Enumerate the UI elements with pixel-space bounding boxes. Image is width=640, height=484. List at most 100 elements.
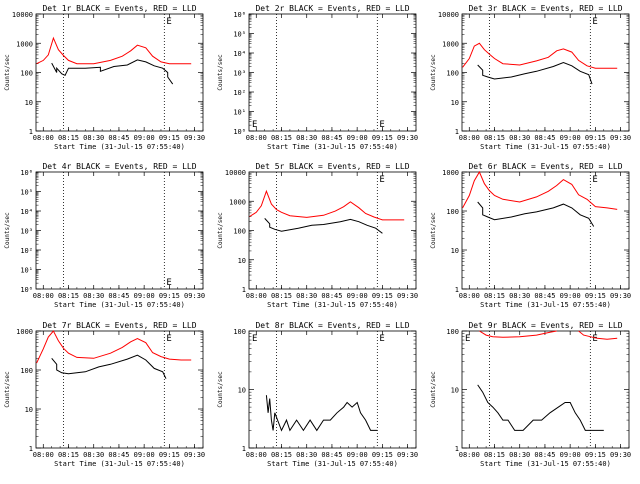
x-tick-label: 08:00 xyxy=(459,292,480,300)
x-tick-label: 08:45 xyxy=(321,134,342,142)
y-tick-label: 1 xyxy=(29,445,33,453)
y-tick-label: 10 xyxy=(238,257,246,265)
series-events-line xyxy=(265,395,378,432)
flag-marker: E xyxy=(379,175,384,185)
y-tick-label: 10 xyxy=(451,387,459,395)
flag-marker: E xyxy=(379,334,384,344)
flag-marker: E xyxy=(592,175,597,185)
x-tick-label: 09:00 xyxy=(560,451,581,459)
x-tick-label: 08:00 xyxy=(246,292,267,300)
x-tick-label: 09:30 xyxy=(184,451,205,459)
x-tick-label: 08:00 xyxy=(246,451,267,459)
x-tick-label: 08:15 xyxy=(484,451,505,459)
x-tick-label: 09:15 xyxy=(159,292,180,300)
plot-panel-1: Det 1r BLACK = Events, RED = LLD 1 10 100 10… xyxy=(4,4,205,151)
flag-marker: E xyxy=(379,120,384,130)
x-tick-label: 09:30 xyxy=(184,134,205,142)
series-lld-line xyxy=(249,189,405,221)
y-tick-label: 10 xyxy=(238,387,246,395)
flag-marker: E xyxy=(592,334,597,344)
series-lld-2-line xyxy=(578,330,618,340)
series-lld-line xyxy=(462,42,618,69)
y-tick-label: 10000 xyxy=(438,11,459,19)
x-axis-label: Start Time (31-Jul-15 07:55:40) xyxy=(480,301,611,309)
y-tick-label: 10 xyxy=(25,99,33,107)
plot-title: Det 1r BLACK = Events, RED = LLD xyxy=(42,4,196,13)
x-tick-label: 08:30 xyxy=(83,451,104,459)
x-tick-label: 08:45 xyxy=(321,292,342,300)
x-tick-label: 08:45 xyxy=(108,292,129,300)
x-tick-label: 08:30 xyxy=(296,134,317,142)
plot-title: Det 3r BLACK = Events, RED = LLD xyxy=(468,4,622,13)
flag-marker: E xyxy=(252,120,257,130)
plot-title: Det 5r BLACK = Events, RED = LLD xyxy=(255,162,409,171)
x-tick-label: 09:00 xyxy=(134,292,155,300)
x-tick-label: 09:00 xyxy=(347,134,368,142)
x-tick-label: 09:00 xyxy=(347,451,368,459)
plot-title: Det 8r BLACK = Events, RED = LLD xyxy=(255,321,409,330)
y-tick-label: 1 xyxy=(29,128,33,136)
x-tick-label: 08:30 xyxy=(509,451,530,459)
y-tick-label: 10 xyxy=(451,247,459,255)
y-tick-label: 10³ xyxy=(20,228,33,236)
y-axis-label: Counts/sec xyxy=(4,212,11,249)
y-tick-label: 10² xyxy=(233,89,246,97)
x-tick-label: 08:45 xyxy=(321,451,342,459)
flag-marker: E xyxy=(166,278,171,288)
x-tick-label: 08:00 xyxy=(33,134,54,142)
plot-frame xyxy=(248,330,417,449)
flag-marker: E xyxy=(465,334,470,344)
y-tick-label: 1 xyxy=(455,445,459,453)
x-axis-label: Start Time (31-Jul-15 07:55:40) xyxy=(54,301,185,309)
x-tick-label: 09:30 xyxy=(397,134,418,142)
x-tick-label: 08:00 xyxy=(459,134,480,142)
y-axis-label: Counts/sec xyxy=(4,54,11,91)
x-tick-label: 08:15 xyxy=(58,134,79,142)
x-tick-label: 09:15 xyxy=(159,134,180,142)
plot-panel-4: Det 4r BLACK = Events, RED = LLD 10⁰ 10¹ 10… xyxy=(4,162,205,309)
y-tick-label: 1000 xyxy=(442,169,459,177)
x-tick-label: 08:15 xyxy=(58,292,79,300)
y-tick-label: 100 xyxy=(20,367,33,375)
x-tick-label: 08:45 xyxy=(534,292,555,300)
x-tick-label: 08:15 xyxy=(484,292,505,300)
y-tick-label: 1 xyxy=(455,286,459,294)
x-tick-label: 08:30 xyxy=(509,134,530,142)
y-tick-label: 1000 xyxy=(16,328,33,336)
plot-panel-3: Det 3r BLACK = Events, RED = LLD 1 10 100 10… xyxy=(430,4,631,151)
flag-marker: E xyxy=(166,17,171,27)
y-tick-label: 10² xyxy=(20,247,33,255)
x-tick-label: 09:30 xyxy=(610,134,631,142)
flag-marker: E xyxy=(252,334,257,344)
x-tick-label: 09:00 xyxy=(560,134,581,142)
series-lld-line xyxy=(36,36,192,65)
x-tick-label: 09:00 xyxy=(560,292,581,300)
x-tick-label: 09:15 xyxy=(585,292,606,300)
y-axis-label: Counts/sec xyxy=(217,371,224,408)
x-tick-label: 08:45 xyxy=(534,451,555,459)
y-axis-label: Counts/sec xyxy=(217,54,224,91)
x-tick-label: 09:15 xyxy=(372,451,393,459)
y-tick-label: 100 xyxy=(233,328,246,336)
y-tick-label: 1000 xyxy=(229,198,246,206)
plot-frame xyxy=(248,171,417,290)
flag-marker: E xyxy=(166,334,171,344)
series-events-line xyxy=(477,61,593,85)
plot-panel-5: Det 5r BLACK = Events, RED = LLD 1 10 100 10… xyxy=(217,162,418,309)
series-events-line xyxy=(51,354,167,379)
plot-title: Det 2r BLACK = Events, RED = LLD xyxy=(255,4,409,13)
y-tick-label: 10⁶ xyxy=(233,11,246,19)
x-axis-label: Start Time (31-Jul-15 07:55:40) xyxy=(267,143,398,151)
x-tick-label: 08:15 xyxy=(271,292,292,300)
y-tick-label: 100 xyxy=(446,328,459,336)
plot-panel-2: Det 2r BLACK = Events, RED = LLD 10⁰ 10¹ 10… xyxy=(217,4,418,151)
x-tick-label: 09:15 xyxy=(585,134,606,142)
plot-frame xyxy=(248,13,417,132)
x-tick-label: 08:00 xyxy=(459,451,480,459)
series-events-line xyxy=(51,59,174,85)
x-tick-label: 08:00 xyxy=(246,134,267,142)
x-tick-label: 09:30 xyxy=(184,292,205,300)
y-tick-label: 10⁰ xyxy=(20,286,33,294)
y-tick-label: 10000 xyxy=(12,11,33,19)
